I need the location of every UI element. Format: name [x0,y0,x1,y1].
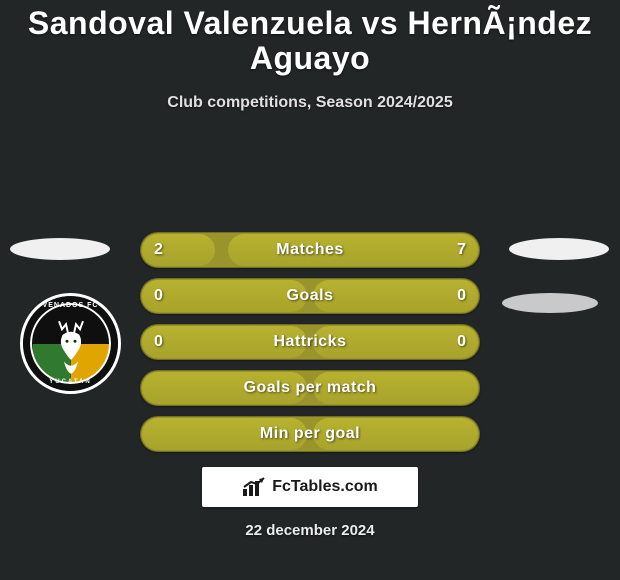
stat-row: Min per goal [140,416,480,452]
side-ellipse [509,238,609,260]
side-ellipse [502,293,598,313]
page-title: Sandoval Valenzuela vs HernÃ¡ndez Aguayo [0,0,620,76]
stat-label: Matches [276,241,344,259]
watermark-text: FcTables.com [272,478,378,496]
stat-value-right: 0 [443,278,480,314]
badge-text-top: VENADOS FC [23,302,118,309]
stat-row: 0 0 Hattricks [140,324,480,360]
stat-value-right: 0 [443,324,480,360]
stat-label: Min per goal [260,425,360,443]
badge-text-bottom: YUCATAN [23,379,118,385]
page-subtitle: Club competitions, Season 2024/2025 [0,94,620,112]
side-ellipse [10,238,110,260]
stat-row: Goals per match [140,370,480,406]
stat-value-right: 7 [443,232,480,268]
stat-value-left: 2 [140,232,177,268]
stat-value-left: 0 [140,278,177,314]
stat-label: Goals [287,287,334,305]
stats-rows: 2 7 Matches 0 0 Goals 0 0 Hattricks Goals per mat… [140,232,480,462]
stat-row: 2 7 Matches [140,232,480,268]
date-text: 22 december 2024 [0,522,620,539]
stat-label: Goals per match [244,379,377,397]
stat-label: Hattricks [274,333,347,351]
stat-value-left: 0 [140,324,177,360]
chart-icon [242,477,266,497]
club-badge: VENADOS FC YUCATAN [20,293,121,394]
stat-row: 0 0 Goals [140,278,480,314]
watermark-box: FcTables.com [202,467,418,507]
